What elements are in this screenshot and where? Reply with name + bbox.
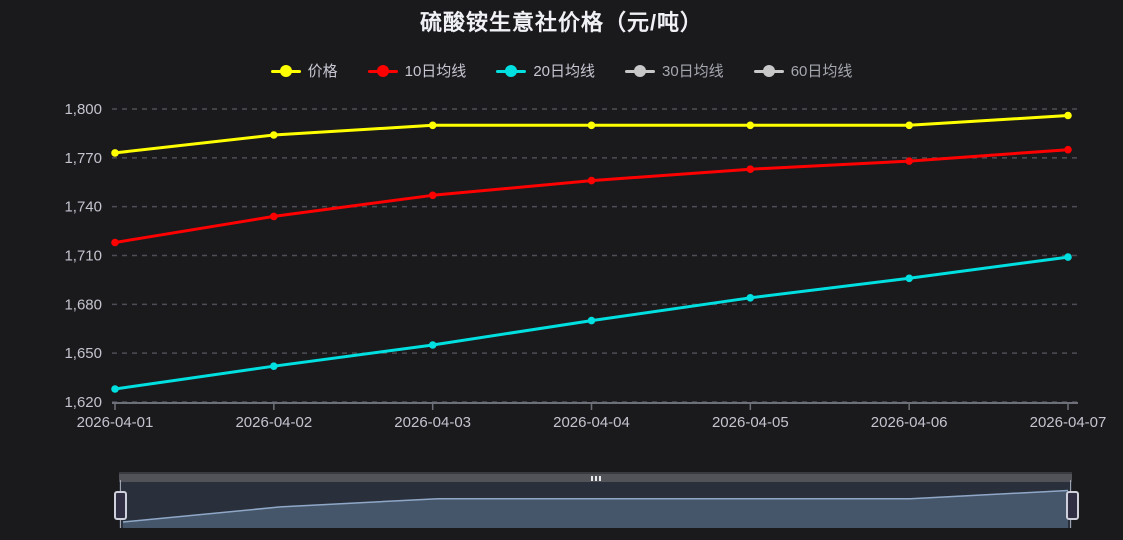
data-point-price-2026-04-01 xyxy=(111,149,119,157)
data-point-price-2026-04-03 xyxy=(428,121,437,130)
datazoom-right-handle[interactable] xyxy=(1066,491,1079,520)
datazoom-track[interactable] xyxy=(119,482,1072,528)
y-axis-label-1770: 1,770 xyxy=(64,150,102,167)
price-chart-svg: 1,620 1,650 1,680 1,710 1,740 1,770 1,800 2026-… xyxy=(64,101,1107,431)
data-point-ma20-2026-04-03 xyxy=(428,341,437,349)
legend-item-ma20[interactable]: 20日均线 xyxy=(496,64,595,79)
chart-title: 硫酸铵生意社价格（元/吨） xyxy=(419,10,704,35)
data-point-ma20-2026-04-07 xyxy=(1064,253,1072,261)
x-axis-label-2026-04-07: 2026-04-07 xyxy=(1030,414,1107,431)
datazoom-shadow-svg xyxy=(122,489,1069,528)
y-axis-label-1740: 1,740 xyxy=(64,199,102,216)
x-axis-label-2026-04-01: 2026-04-01 xyxy=(77,414,154,431)
legend-item-ma60[interactable]: 60日均线 xyxy=(753,62,853,80)
data-point-ma10-2026-04-04 xyxy=(587,176,596,185)
legend-marker-price-icon xyxy=(270,64,301,78)
datazoom-left-handle[interactable] xyxy=(114,491,127,520)
data-point-ma10-2026-04-01 xyxy=(111,238,119,247)
x-axis-label-2026-04-06: 2026-04-06 xyxy=(871,414,948,431)
data-point-ma10-2026-04-03 xyxy=(428,191,437,200)
x-axis-label-2026-04-02: 2026-04-02 xyxy=(235,414,312,431)
legend-label-price: 价格 xyxy=(307,62,338,80)
legend-item-ma10[interactable]: 10日均线 xyxy=(367,62,467,80)
legend-marker-ma20-icon xyxy=(496,64,527,78)
data-point-ma10-2026-04-05 xyxy=(746,165,755,173)
datazoom-shadow-area xyxy=(123,490,1068,528)
data-point-ma20-2026-04-01 xyxy=(111,385,119,393)
legend-label-ma60: 60日均线 xyxy=(790,62,853,80)
data-point-price-2026-04-05 xyxy=(746,121,755,130)
data-point-price-2026-04-07 xyxy=(1064,111,1072,120)
legend: 价格 10日均线 20日均线 30日均线 60日均线 xyxy=(0,61,1123,81)
data-point-ma10-2026-04-06 xyxy=(905,157,913,165)
y-axis-label-1800: 1,800 xyxy=(64,101,102,118)
data-point-ma20-2026-04-06 xyxy=(905,274,913,283)
y-axis-label-1710: 1,710 xyxy=(64,248,102,265)
legend-label-ma30: 30日均线 xyxy=(662,62,724,80)
data-point-ma10-2026-04-02 xyxy=(270,212,278,221)
y-axis-label-1620: 1,620 xyxy=(64,394,102,411)
legend-item-price[interactable]: 价格 xyxy=(270,62,338,80)
x-axis-label-2026-04-05: 2026-04-05 xyxy=(712,414,789,431)
legend-marker-ma10-icon xyxy=(367,64,398,78)
legend-marker-ma30-icon xyxy=(625,64,655,78)
legend-item-ma30[interactable]: 30日均线 xyxy=(625,64,724,79)
datazoom-slider[interactable] xyxy=(114,472,1079,528)
x-axis-label-2026-04-04: 2026-04-04 xyxy=(553,414,630,431)
data-point-price-2026-04-04 xyxy=(587,121,596,130)
series-line-ma10 xyxy=(113,148,1070,244)
x-axis-label-2026-04-03: 2026-04-03 xyxy=(394,414,471,431)
series-ma20 xyxy=(111,253,1072,393)
y-axis-label-1650: 1,650 xyxy=(64,345,102,362)
data-point-price-2026-04-06 xyxy=(905,121,913,130)
data-point-ma10-2026-04-07 xyxy=(1064,145,1072,154)
legend-label-ma20: 20日均线 xyxy=(533,62,595,80)
legend-marker-ma60-icon xyxy=(753,64,784,78)
y-axis-label-1680: 1,680 xyxy=(64,296,102,313)
data-point-price-2026-04-02 xyxy=(270,131,278,139)
series-ma10 xyxy=(111,145,1072,247)
datazoom-grip-icon[interactable] xyxy=(590,476,601,481)
data-point-ma20-2026-04-02 xyxy=(270,362,278,371)
data-point-ma20-2026-04-05 xyxy=(746,294,755,302)
data-point-ma20-2026-04-04 xyxy=(587,316,596,325)
series-line-price xyxy=(113,114,1070,155)
legend-label-ma10: 10日均线 xyxy=(404,62,467,80)
datazoom-move-bar[interactable] xyxy=(119,472,1072,482)
datazoom-shadow-line xyxy=(122,489,1069,523)
series-price xyxy=(111,111,1072,157)
